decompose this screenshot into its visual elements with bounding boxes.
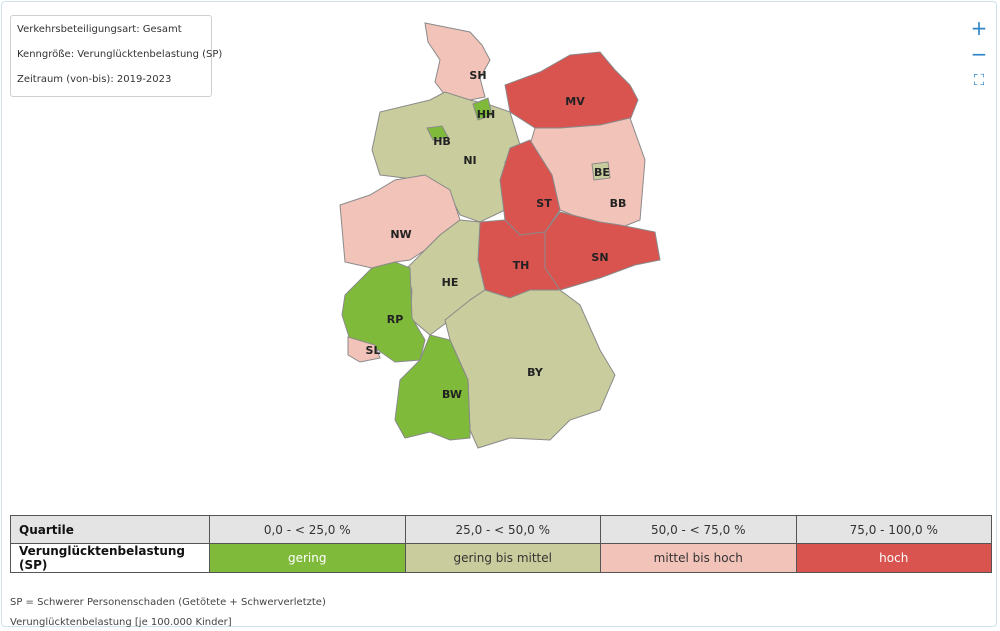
note-sp-definition: SP = Schwerer Personenschaden (Getötete … <box>10 597 326 608</box>
label-nw: NW <box>390 228 411 241</box>
map-info-box: Verkehrsbeteiligungsart: Gesamt Kenngröß… <box>10 15 223 97</box>
label-hb: HB <box>433 135 451 148</box>
legend-metric-header: Verunglücktenbelastung (SP) <box>10 543 210 573</box>
zoom-in-button[interactable]: + <box>970 16 988 40</box>
label-st: ST <box>536 197 552 210</box>
legend-category-mittel-bis-hoch: mittel bis hoch <box>600 543 797 573</box>
state-sl[interactable] <box>347 336 381 363</box>
label-sl: SL <box>366 344 381 357</box>
legend-category-gering-bis-mittel: gering bis mittel <box>404 543 601 573</box>
note-unit: Verunglücktenbelastung [je 100.000 Kinde… <box>10 617 232 628</box>
label-mv: MV <box>565 95 585 108</box>
info-metric: Kenngröße: Verunglücktenbelastung (SP) <box>17 49 223 60</box>
legend-quartile-header: Quartile <box>10 515 210 544</box>
legend-table: Quartile 0,0 - < 25,0 % 25,0 - < 50,0 % … <box>10 515 992 573</box>
legend-quartile-1: 0,0 - < 25,0 % <box>209 515 406 544</box>
germany-map: SH HH MV HB NI BE BB ST NW SN TH HE RP S… <box>339 22 661 449</box>
state-be[interactable] <box>591 161 611 181</box>
map-controls: + − ⛶ <box>966 15 992 93</box>
legend-category-row: Verunglücktenbelastung (SP) gering gerin… <box>10 543 992 573</box>
label-be: BE <box>594 166 610 179</box>
state-hh[interactable] <box>472 97 493 121</box>
state-rp[interactable] <box>341 261 426 363</box>
label-sn: SN <box>591 251 608 264</box>
zoom-out-button[interactable]: − <box>970 42 988 66</box>
label-th: TH <box>513 259 530 272</box>
legend-quartile-3: 50,0 - < 75,0 % <box>600 515 797 544</box>
label-by: BY <box>527 366 544 379</box>
label-he: HE <box>442 276 459 289</box>
label-hh: HH <box>477 108 495 121</box>
state-hb[interactable] <box>426 125 449 141</box>
legend-category-hoch: hoch <box>795 543 992 573</box>
label-rp: RP <box>387 313 404 326</box>
state-bw[interactable] <box>394 334 471 441</box>
state-sh[interactable] <box>424 22 491 101</box>
legend-quartile-row: Quartile 0,0 - < 25,0 % 25,0 - < 50,0 % … <box>10 515 992 544</box>
legend-category-gering: gering <box>209 543 406 573</box>
label-sh: SH <box>469 69 486 82</box>
info-participation-type: Verkehrsbeteiligungsart: Gesamt <box>17 24 182 35</box>
legend-quartile-4: 75,0 - 100,0 % <box>795 515 992 544</box>
fullscreen-icon[interactable]: ⛶ <box>973 71 985 89</box>
state-mv[interactable] <box>504 51 639 129</box>
state-labels: SH HH MV HB NI BE BB ST NW SN TH HE RP S… <box>366 69 627 401</box>
label-bb: BB <box>610 197 627 210</box>
info-period: Zeitraum (von-bis): 2019-2023 <box>17 74 172 85</box>
label-bw: BW <box>442 388 462 401</box>
label-ni: NI <box>463 154 476 167</box>
legend-quartile-2: 25,0 - < 50,0 % <box>404 515 601 544</box>
